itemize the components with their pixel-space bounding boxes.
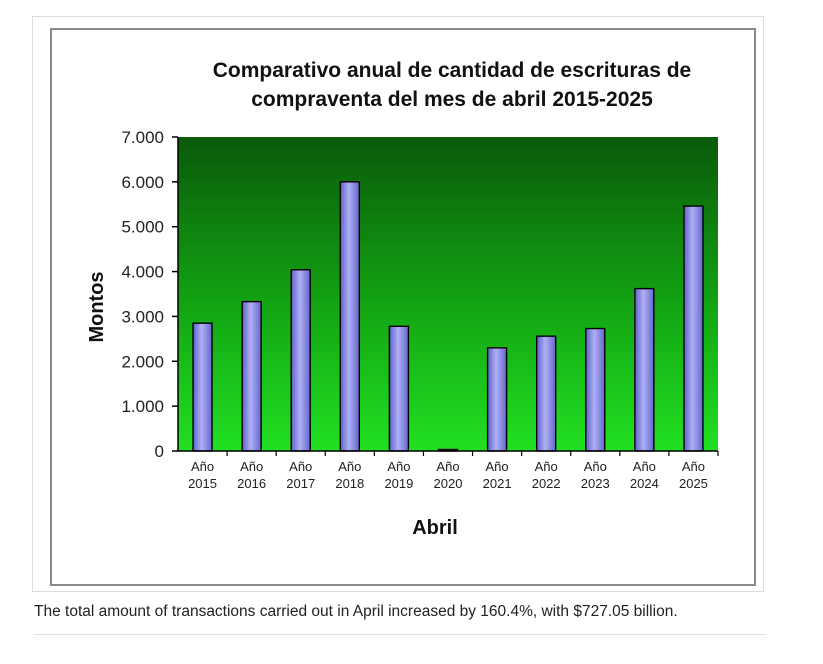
y-tick-label: 3.000 (121, 307, 164, 326)
y-tick-label: 7.000 (121, 128, 164, 147)
chart-title-line-1: Comparativo anual de cantidad de escritu… (213, 59, 691, 82)
bars (192, 181, 704, 452)
x-tick-label: Año (584, 459, 607, 474)
x-tick-label: 2016 (237, 476, 266, 491)
x-tick-label: Año (486, 459, 509, 474)
y-axis-label: Montos (86, 271, 108, 342)
figure-caption: The total amount of transactions carried… (34, 603, 678, 620)
y-tick-label: 5.000 (121, 218, 164, 237)
x-tick-label: 2017 (286, 476, 315, 491)
x-tick-label: Año (191, 459, 214, 474)
x-tick-label: Año (633, 459, 656, 474)
bar (241, 300, 262, 452)
y-axis: 0 1.000 2.000 3.000 4.000 5.000 6.000 7.000 (121, 128, 179, 461)
x-tick-label: 2022 (532, 476, 561, 491)
x-tick-label: 2018 (335, 476, 364, 491)
x-tick-label: Año (535, 459, 558, 474)
y-tick-label: 2.000 (121, 352, 164, 371)
bar (585, 327, 606, 452)
x-tick-label: 2020 (434, 476, 463, 491)
bar (290, 269, 311, 452)
caption-divider (34, 634, 766, 635)
bar (535, 335, 557, 452)
x-tick-label: 2015 (188, 476, 217, 491)
x-tick-label: 2025 (679, 476, 708, 491)
bar (192, 322, 213, 452)
x-tick-label: Año (682, 459, 705, 474)
bar (683, 205, 704, 452)
y-tick-label: 6.000 (121, 173, 164, 192)
x-tick-label: 2024 (630, 476, 659, 491)
chart-title-line-2: compraventa del mes de abril 2015-2025 (251, 88, 653, 111)
x-tick-label: Año (338, 459, 361, 474)
bar (388, 325, 410, 452)
x-tick-label: Año (387, 459, 410, 474)
x-axis-label: Abril (412, 517, 458, 539)
x-tick-label: 2021 (483, 476, 512, 491)
x-tick-label: 2023 (581, 476, 610, 491)
y-tick-label: 4.000 (121, 263, 164, 282)
x-tick-label: 2019 (384, 476, 413, 491)
bar (339, 181, 361, 452)
x-tick-label: Año (289, 459, 312, 474)
plot-area (178, 137, 718, 451)
x-tick-label: Año (240, 459, 263, 474)
x-axis: Año 2015 Año 2016 Año 2017 Año 2018 Año 2019 Año 20… (178, 450, 719, 491)
bar (486, 347, 508, 452)
bar (634, 287, 655, 452)
x-tick-label: Año (436, 459, 459, 474)
y-tick-label: 1.000 (121, 397, 164, 416)
bar-chart: Comparativo anual de cantidad de escritu… (86, 59, 719, 539)
y-tick-label: 0 (155, 442, 164, 461)
